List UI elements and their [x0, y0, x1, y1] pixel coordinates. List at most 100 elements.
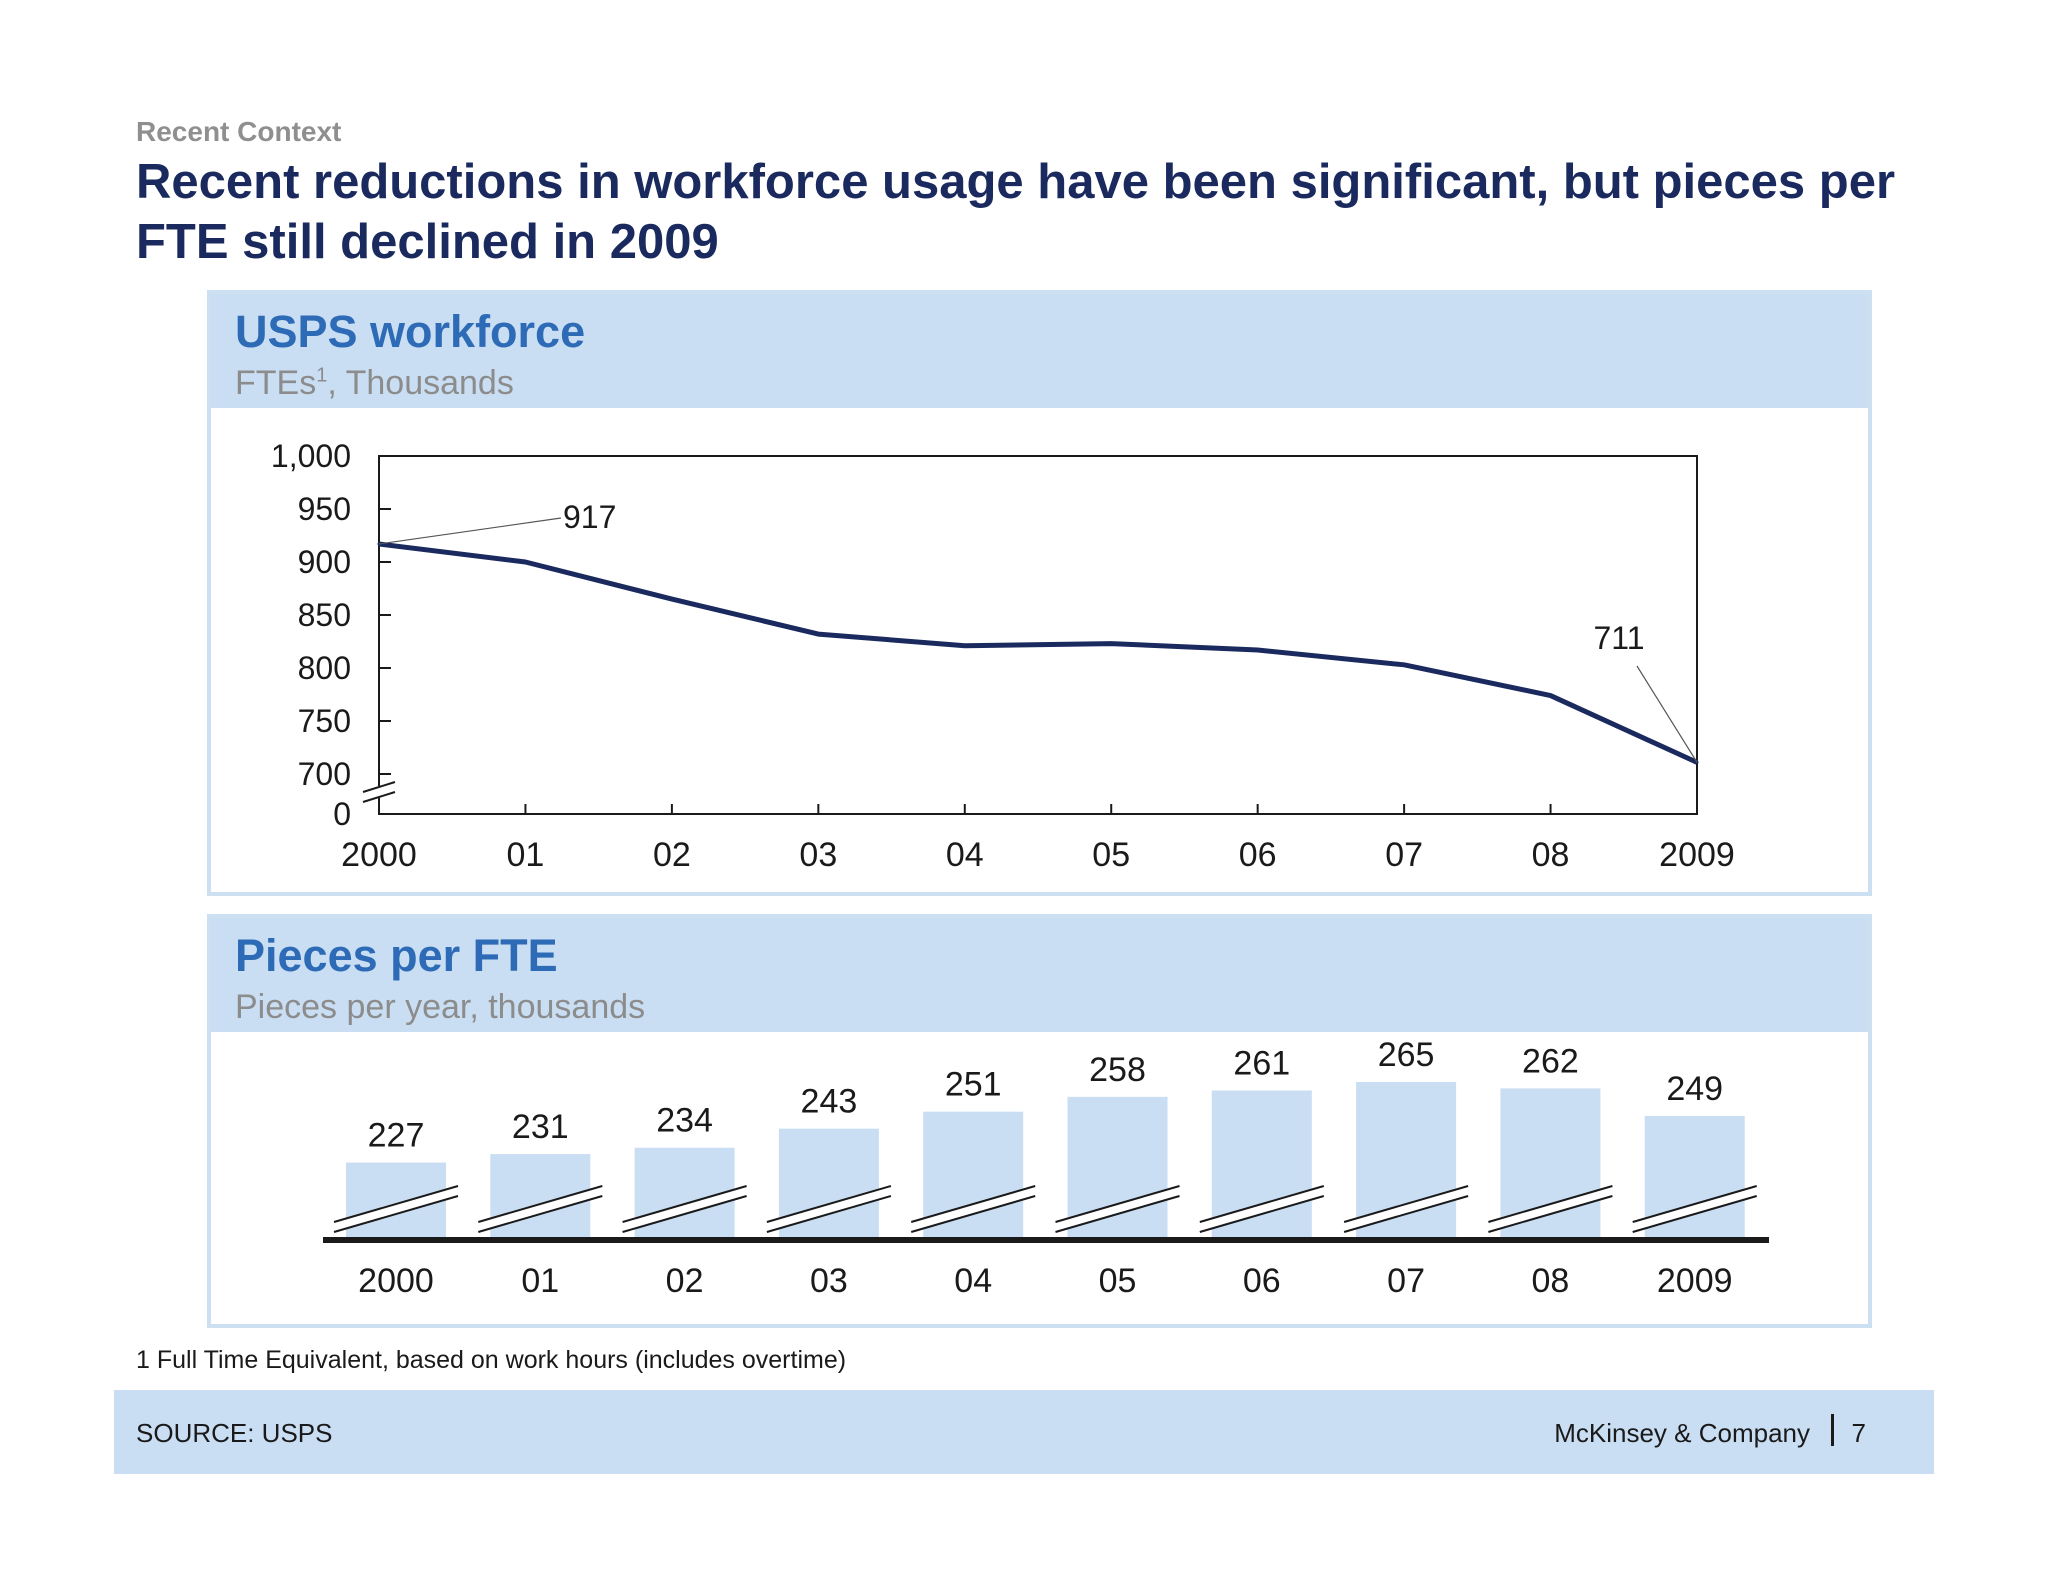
bar-break-mark: [1488, 1195, 1613, 1233]
bar-break-gap: [334, 1186, 458, 1232]
bar-break-mark: [766, 1195, 892, 1233]
x-tick-label: 06: [1239, 836, 1277, 874]
bar-break-mark: [1199, 1185, 1325, 1223]
bar-break-mark: [1488, 1185, 1613, 1223]
y-tick-label: 950: [298, 491, 351, 527]
bar-break-mark: [1343, 1185, 1469, 1223]
slide-title: Recent reductions in workforce usage hav…: [136, 155, 1896, 269]
x-tick-label: 08: [1532, 836, 1570, 874]
y-tick-label: 900: [298, 544, 351, 580]
y-tick-label: 750: [298, 703, 351, 739]
bar-break-mark: [478, 1195, 603, 1233]
bar-break-mark: [333, 1195, 459, 1233]
pieces-chart-title: Pieces per FTE: [235, 930, 558, 981]
bar-break-mark: [910, 1195, 1036, 1233]
bar-break-mark: [333, 1185, 459, 1223]
data-point: [1109, 642, 1113, 646]
footer-separator: [1831, 1414, 1834, 1446]
x-tick-label: 2009: [1659, 836, 1735, 874]
x-tick-label: 03: [810, 1262, 848, 1300]
pieces-panel: Pieces per FTE Pieces per year, thousand…: [207, 914, 1872, 1328]
bar-break-mark: [1343, 1195, 1469, 1233]
bar-break-mark: [1632, 1185, 1757, 1223]
data-point: [1256, 648, 1260, 652]
footnote-marker: 1: [316, 364, 328, 387]
data-point: [1549, 694, 1553, 698]
x-tick-label: 08: [1531, 1262, 1569, 1300]
x-tick-label: 05: [1092, 836, 1130, 874]
data-point: [1402, 663, 1406, 667]
x-tick-label: 06: [1243, 1262, 1281, 1300]
data-point: [523, 560, 527, 564]
page-number: 7: [1851, 1418, 1866, 1448]
axis-break-mark: [362, 781, 396, 793]
bar-value-label: 243: [801, 1083, 858, 1121]
bar-break-gap: [1055, 1186, 1180, 1232]
x-tick-label: 05: [1099, 1262, 1137, 1300]
bar-value-label: 234: [656, 1102, 713, 1140]
bar-value-label: 261: [1233, 1044, 1290, 1082]
workforce-chart-title: USPS workforce: [235, 306, 586, 357]
x-tick-label: 07: [1385, 836, 1423, 874]
pieces-bar-chart: 227 2000 231 01 234 02 243 03 251 04 258 05 261 06 265…: [323, 1036, 1769, 1300]
bar-break-mark: [478, 1185, 603, 1223]
data-point: [816, 632, 820, 636]
workforce-panel-header: USPS workforce FTEs1, Thousands: [211, 294, 1868, 408]
annotation-leader: [1636, 665, 1698, 763]
subtitle-fte: FTEs: [235, 364, 317, 402]
bar-value-label: 227: [368, 1117, 425, 1155]
bar-break-gap: [1199, 1186, 1324, 1232]
y-tick-label: 800: [298, 650, 351, 686]
footer-band: SOURCE: USPS McKinsey & Company 7: [114, 1390, 1934, 1474]
x-tick-label: 04: [946, 836, 984, 874]
plot-frame: [378, 455, 1698, 815]
bar-break-gap: [1488, 1186, 1613, 1232]
bar-break-mark: [622, 1185, 747, 1223]
annotation-label: 917: [563, 499, 616, 535]
series-line: [378, 541, 1699, 765]
annotation-leader: [378, 517, 562, 545]
bar-value-label: 251: [945, 1066, 1002, 1104]
bar-break-gap: [911, 1186, 1036, 1232]
pieces-panel-header: Pieces per FTE Pieces per year, thousand…: [211, 918, 1868, 1032]
x-tick-label: 02: [666, 1262, 704, 1300]
bar-break-mark: [1055, 1195, 1180, 1233]
bar-break-mark: [1632, 1195, 1757, 1233]
data-point: [963, 644, 967, 648]
bar-break-mark: [1055, 1185, 1180, 1223]
x-tick-label: 02: [653, 836, 691, 874]
bar-break-mark: [622, 1195, 747, 1233]
y-tick-label: 850: [298, 597, 351, 633]
axis-break-mark: [362, 791, 396, 803]
subtitle-units: , Thousands: [327, 364, 514, 402]
bar-break-mark: [766, 1185, 892, 1223]
x-tick-label: 07: [1387, 1262, 1425, 1300]
workforce-panel: USPS workforce FTEs1, Thousands 1,000 950…: [207, 290, 1872, 896]
pieces-chart-subtitle: Pieces per year, thousands: [235, 988, 646, 1026]
bar-break-gap: [478, 1186, 603, 1232]
data-point: [670, 597, 674, 601]
x-tick-label: 01: [521, 1262, 559, 1300]
footnote: 1 Full Time Equivalent, based on work ho…: [136, 1346, 847, 1374]
workforce-chart-subtitle: FTEs1, Thousands: [235, 364, 514, 403]
bar-value-label: 231: [512, 1108, 569, 1146]
bar-break-gap: [1344, 1186, 1469, 1232]
workforce-line-chart: 1,000 950 900 850 800 750 700 0 2000 01 02 03 04 05 06…: [271, 438, 1735, 874]
bar-value-label: 262: [1522, 1042, 1579, 1080]
x-tick-label: 2000: [358, 1262, 434, 1300]
y-tick-label: 1,000: [271, 438, 351, 474]
x-tick-label: 04: [954, 1262, 992, 1300]
bar-value-label: 265: [1378, 1036, 1435, 1074]
x-tick-label: 2000: [341, 836, 417, 874]
annotation-label: 711: [1593, 620, 1644, 656]
bar-break-gap: [1632, 1186, 1757, 1232]
bar-value-label: 258: [1089, 1051, 1146, 1089]
bar-break-gap: [622, 1186, 747, 1232]
y-tick-label: 700: [298, 756, 351, 792]
y-tick-label: 0: [333, 796, 351, 832]
section-kicker: Recent Context: [136, 116, 342, 147]
bar-value-label: 249: [1666, 1070, 1723, 1108]
x-tick-label: 03: [799, 836, 837, 874]
bar-break-mark: [910, 1185, 1036, 1223]
bar-break-gap: [766, 1186, 891, 1232]
